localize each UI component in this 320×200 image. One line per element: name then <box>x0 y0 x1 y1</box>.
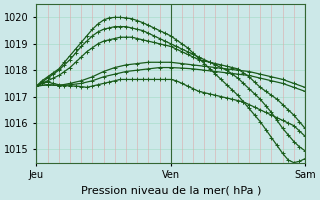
X-axis label: Pression niveau de la mer( hPa ): Pression niveau de la mer( hPa ) <box>81 186 261 196</box>
